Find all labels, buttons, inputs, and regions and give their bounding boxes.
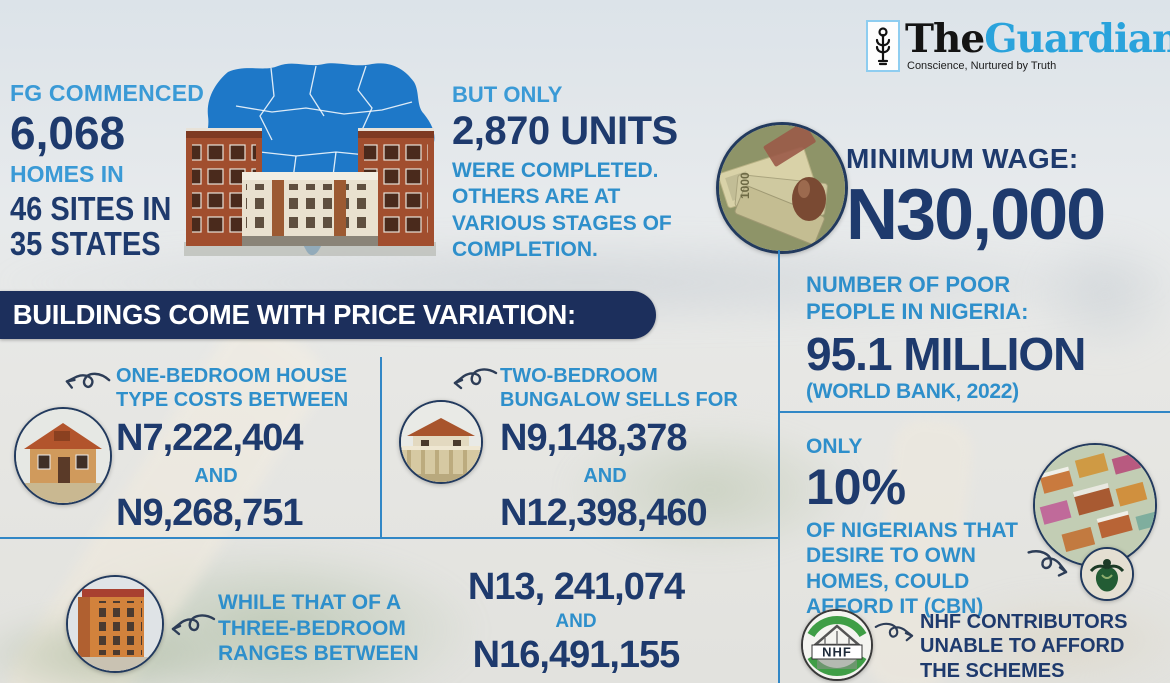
naira-money-icon: 1000: [716, 122, 848, 254]
money-note-value: 1000: [738, 172, 752, 199]
completed-block: BUT ONLY 2,870 UNITS WERE COMPLETED. OTH…: [452, 82, 752, 263]
commenced-block: FG COMMENCED 6,068 HOMES IN 46 SITES IN …: [10, 80, 245, 262]
poverty-source: (WORLD BANK, 2022): [806, 379, 1019, 403]
guardian-wordmark-guardian: Guardian: [984, 16, 1170, 62]
minimum-wage-value: N30,000: [846, 175, 1106, 255]
one-bedroom-house-icon: [14, 407, 112, 505]
poverty-value: 95.1 MILLION: [806, 327, 1086, 380]
one-bedroom-and: AND: [194, 464, 238, 487]
guardian-wordmark-the: The: [905, 16, 985, 62]
commenced-number: 6,068: [10, 107, 126, 159]
divider-horizontal-right: [780, 411, 1170, 413]
guardian-emblem-icon: [866, 20, 900, 72]
bg-green-mid: [560, 420, 860, 560]
two-bedroom-block: TWO-BEDROOM BUNGALOW SELLS FOR N9,148,37…: [500, 364, 746, 534]
price-variation-banner-label: BUILDINGS COME WITH PRICE VARIATION:: [12, 299, 576, 330]
divider-vertical-right: [778, 250, 780, 683]
one-bedroom-block: ONE-BEDROOM HOUSE TYPE COSTS BETWEEN N7,…: [116, 364, 362, 534]
affordability-only: ONLY: [806, 435, 863, 458]
bg-tan-bottom-right: [940, 590, 1170, 683]
guardian-tagline: Conscience, Nurtured by Truth: [907, 60, 1057, 72]
completed-number: 2,870 UNITS: [452, 109, 678, 153]
bg-buildings-right: [1030, 230, 1170, 360]
affordability-percent: 10%: [806, 459, 907, 515]
three-bedroom-label: WHILE THAT OF A THREE-BEDROOM RANGES BET…: [218, 591, 419, 666]
completed-detail: WERE COMPLETED. OTHERS ARE AT VARIOUS ST…: [452, 159, 672, 261]
guardian-wordmark: TheGuardian: [905, 20, 1170, 59]
one-bedroom-label: ONE-BEDROOM HOUSE TYPE COSTS BETWEEN: [116, 365, 349, 411]
nhf-logo-text: NHF: [822, 645, 852, 660]
three-bedroom-building-icon: [66, 575, 164, 673]
arrow-to-three-bedroom-icon: [171, 614, 216, 636]
arrow-to-one-bedroom-icon: [65, 372, 111, 389]
commenced-intro: FG COMMENCED: [10, 80, 205, 106]
commenced-homes-in: HOMES IN: [10, 161, 124, 188]
two-bedroom-label: TWO-BEDROOM BUNGALOW SELLS FOR: [500, 365, 738, 411]
guardian-logo: TheGuardian Conscience, Nurtured by Trut…: [866, 20, 1170, 72]
housing-estate-aerial-icon: [1033, 443, 1157, 567]
three-bedroom-min-price: N13, 241,074: [467, 566, 685, 608]
three-bedroom-and: AND: [555, 610, 597, 632]
affordability-detail: OF NIGERIANS THAT DESIRE TO OWN HOMES, C…: [806, 518, 1018, 619]
minimum-wage-block: MINIMUM WAGE: N30,000: [846, 143, 1170, 251]
one-bedroom-max-price: N9,268,751: [116, 491, 304, 534]
housing-estate-photo: [184, 118, 436, 256]
three-bedroom-prices: N13, 241,074 AND N16,491,155: [420, 566, 732, 676]
completed-intro: BUT ONLY: [452, 82, 563, 107]
affordability-block: ONLY 10% OF NIGERIANS THAT DESIRE TO OWN…: [806, 435, 1036, 620]
divider-vertical-left: [380, 357, 382, 538]
nhf-text: NHF CONTRIBUTORS UNABLE TO AFFORD THE SC…: [920, 611, 1128, 682]
minimum-wage-label: MINIMUM WAGE:: [846, 143, 1079, 174]
two-bedroom-bungalow-icon: [399, 400, 483, 484]
arrow-to-two-bedroom-icon: [453, 368, 498, 390]
two-bedroom-and: AND: [583, 464, 627, 487]
poverty-block: NUMBER OF POOR PEOPLE IN NIGERIA: 95.1 M…: [806, 272, 1166, 404]
three-bedroom-max-price: N16,491,155: [472, 633, 681, 676]
commenced-sites: 46 SITES IN: [10, 190, 172, 228]
divider-horizontal-left: [0, 537, 778, 539]
cbn-logo-icon: [1080, 547, 1134, 601]
nhf-logo-icon: NHF: [801, 609, 873, 681]
commenced-states: 35 STATES: [10, 225, 161, 263]
nigeria-map: [176, 56, 444, 262]
price-variation-banner: BUILDINGS COME WITH PRICE VARIATION:: [0, 291, 656, 339]
arrow-to-cbn-icon: [1027, 550, 1068, 577]
one-bedroom-min-price: N7,222,404: [116, 417, 304, 459]
two-bedroom-max-price: N12,398,460: [500, 491, 708, 534]
arrow-to-nhf-text-icon: [874, 622, 914, 642]
poverty-label: NUMBER OF POOR PEOPLE IN NIGERIA:: [806, 272, 1029, 324]
two-bedroom-min-price: N9,148,378: [500, 417, 688, 459]
